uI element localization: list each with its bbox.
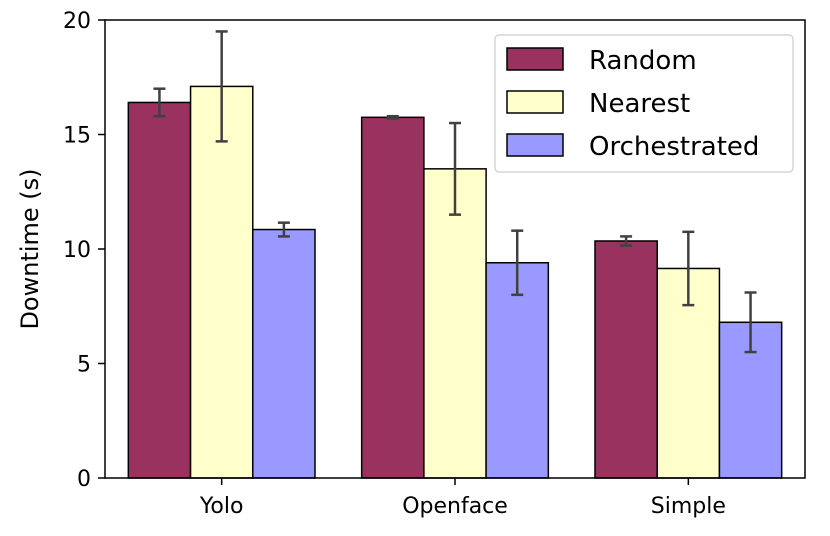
legend-swatch-orchestrated: [506, 133, 564, 157]
legend-label-random: Random: [589, 46, 697, 76]
bar-random-openface: [360, 116, 425, 479]
bars-layer: [127, 85, 783, 479]
legend-label-nearest: Nearest: [589, 89, 690, 119]
error-bar-random-simple: [620, 235, 633, 247]
error-bar-nearest-simple: [682, 230, 695, 307]
legend: Random Nearest Orchestrated: [494, 34, 794, 173]
error-bar-random-yolo: [153, 87, 166, 118]
bar-orchestrated-yolo: [252, 228, 316, 479]
legend-swatch-nearest: [506, 90, 564, 114]
y-tick-label-5: 5: [77, 353, 91, 378]
bar-nearest-yolo: [189, 85, 254, 479]
error-bars-layer: [153, 30, 757, 354]
bar-random-simple: [594, 240, 658, 479]
legend-box: [494, 34, 794, 173]
y-axis-label: Downtime (s): [16, 168, 44, 329]
y-tick-label-20: 20: [63, 9, 91, 34]
bar-random-yolo: [127, 101, 192, 479]
y-tick-label-0: 0: [77, 467, 91, 492]
x-tick-label-yolo: Yolo: [199, 494, 244, 519]
error-bar-nearest-yolo: [215, 30, 228, 143]
y-tick-label-10: 10: [63, 238, 91, 263]
y-axis: 0 5 10 15 20: [63, 9, 105, 492]
legend-swatch-random: [506, 47, 564, 71]
x-tick-label-openface: Openface: [402, 494, 508, 519]
error-bar-orchestrated-openface: [511, 229, 524, 297]
bar-orchestrated-openface: [485, 261, 550, 479]
error-bar-orchestrated-simple: [744, 291, 757, 354]
x-axis: Yolo Openface Simple: [199, 478, 726, 519]
error-bar-nearest-openface: [449, 121, 461, 216]
error-bar-orchestrated-yolo: [277, 221, 290, 238]
error-bar-random-openface: [386, 114, 399, 120]
legend-label-orchestrated: Orchestrated: [589, 132, 759, 162]
y-tick-label-15: 15: [63, 124, 91, 149]
x-tick-label-simple: Simple: [651, 494, 726, 519]
